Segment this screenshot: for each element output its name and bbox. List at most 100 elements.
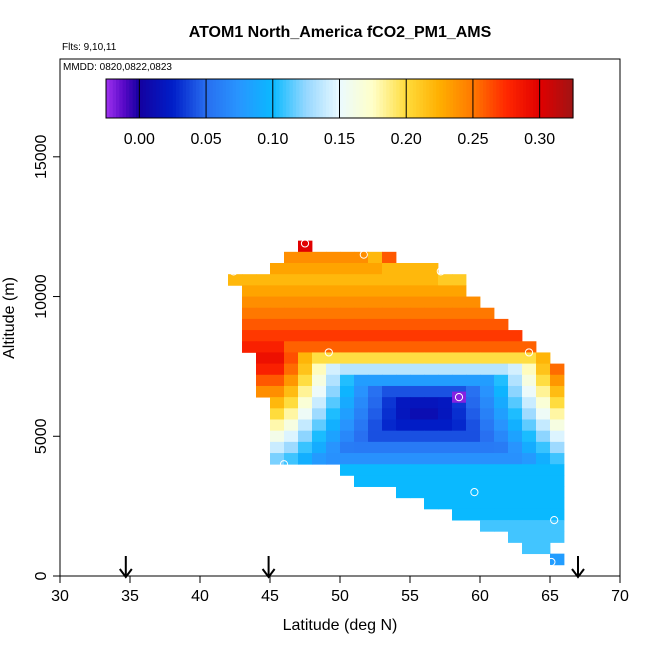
heatmap-cell <box>438 330 453 342</box>
heatmap-cell <box>536 497 551 510</box>
heatmap-cell <box>424 307 439 320</box>
heatmap-cell <box>536 352 551 365</box>
heatmap-cell <box>340 441 355 454</box>
heatmap-cell <box>452 486 467 499</box>
heatmap-cell <box>480 341 495 353</box>
heatmap-cell <box>382 352 397 365</box>
colorbar-swatch <box>446 79 451 118</box>
plot-area <box>59 58 621 577</box>
heatmap-cell <box>438 497 453 510</box>
colorbar-swatch <box>359 79 364 118</box>
colorbar-swatch <box>192 79 197 118</box>
heatmap-cell <box>340 464 355 476</box>
heatmap-cell <box>298 374 313 387</box>
heatmap-cell <box>536 464 551 476</box>
heatmap-cell <box>424 419 439 432</box>
heatmap-cell <box>452 285 467 297</box>
colorbar-swatch <box>342 79 347 118</box>
heatmap-cell <box>452 330 467 342</box>
heatmap-cell <box>270 453 285 465</box>
heatmap-cell <box>326 352 341 365</box>
heatmap-cell <box>256 274 271 286</box>
colorbar-swatch <box>412 79 417 118</box>
heatmap-cell <box>298 240 313 253</box>
x-axis-label: Latitude (deg N) <box>283 617 398 634</box>
colorbar-swatch <box>496 79 501 118</box>
heatmap-cell <box>550 475 565 487</box>
heatmap-cell <box>438 318 453 331</box>
heatmap-cell <box>452 352 467 365</box>
heatmap-cell <box>340 408 355 420</box>
heatmap-cell <box>494 408 509 420</box>
sample-marker <box>559 348 569 357</box>
colorbar-swatch <box>416 79 421 118</box>
heatmap-cell <box>326 430 341 443</box>
heatmap-cell <box>354 285 369 297</box>
heatmap-cell <box>298 430 313 443</box>
heatmap-cell <box>326 263 341 275</box>
heatmap-cell <box>368 341 383 353</box>
heatmap-cell <box>284 453 299 465</box>
colorbar-swatch <box>282 79 287 118</box>
colorbar-swatch <box>389 79 394 118</box>
heatmap-cell <box>368 296 383 309</box>
heatmap-cell <box>396 318 411 331</box>
heatmap-cell <box>298 397 313 409</box>
colorbar-swatch <box>482 79 487 118</box>
colorbar-ticks: 0.00 0.05 0.10 0.15 0.20 0.25 0.30 <box>124 79 555 148</box>
heatmap-cell <box>410 408 425 420</box>
heatmap-cell <box>396 374 411 387</box>
heatmap-cell <box>340 318 355 331</box>
heatmap-cell <box>536 441 551 454</box>
colorbar-swatch <box>302 79 307 118</box>
heatmap-cell <box>340 374 355 387</box>
heatmap-cell <box>452 497 467 510</box>
heatmap-cell <box>298 441 313 454</box>
heatmap-cell <box>480 430 495 443</box>
heatmap-cell <box>242 296 257 309</box>
heatmap-cell <box>550 508 565 521</box>
heatmap-cell <box>550 430 565 443</box>
heatmap-cell <box>466 352 481 365</box>
heatmap-cell <box>438 374 453 387</box>
heatmap-cell <box>368 318 383 331</box>
sample-marker <box>359 250 368 259</box>
colorbar-tick-label: 0.30 <box>524 131 555 148</box>
heatmap-cell <box>354 296 369 309</box>
colorbar-swatch <box>136 79 140 118</box>
heatmap-cell <box>424 374 439 387</box>
heatmap-cell <box>228 274 243 286</box>
colorbar-swatch <box>176 79 180 118</box>
heatmap-cell <box>410 307 425 320</box>
heatmap-cell <box>340 307 355 320</box>
colorbar-swatch <box>402 79 407 118</box>
heatmap-cell <box>494 453 509 465</box>
heatmap-cell <box>466 441 481 454</box>
colorbar-swatch <box>119 79 124 118</box>
heatmap-cell <box>312 285 327 297</box>
heatmap-cell <box>452 341 467 353</box>
heatmap-cell <box>242 274 257 286</box>
colorbar-swatch <box>179 79 184 118</box>
heatmap-cell <box>396 296 411 309</box>
heatmap-cell <box>410 318 425 331</box>
heatmap-cell <box>326 408 341 420</box>
heatmap-cell <box>452 274 467 286</box>
heatmap-cell <box>368 330 383 342</box>
heatmap-cell <box>298 318 313 331</box>
heatmap-cell <box>452 508 467 521</box>
heatmap-cell <box>536 385 551 398</box>
heatmap-cell <box>326 397 341 409</box>
colorbar-swatch <box>556 79 561 118</box>
heatmap-cell <box>438 441 453 454</box>
colorbar-swatch <box>216 79 221 118</box>
heatmap-cell <box>312 397 327 409</box>
heatmap-cell <box>480 330 495 342</box>
heatmap-cell <box>438 397 453 409</box>
heatmap-cell <box>298 296 313 309</box>
heatmap-cell <box>340 363 355 376</box>
colorbar-swatch <box>146 79 150 118</box>
heatmap-cell <box>466 408 481 420</box>
colorbar-swatch <box>239 79 244 118</box>
heatmap-cell <box>396 307 411 320</box>
